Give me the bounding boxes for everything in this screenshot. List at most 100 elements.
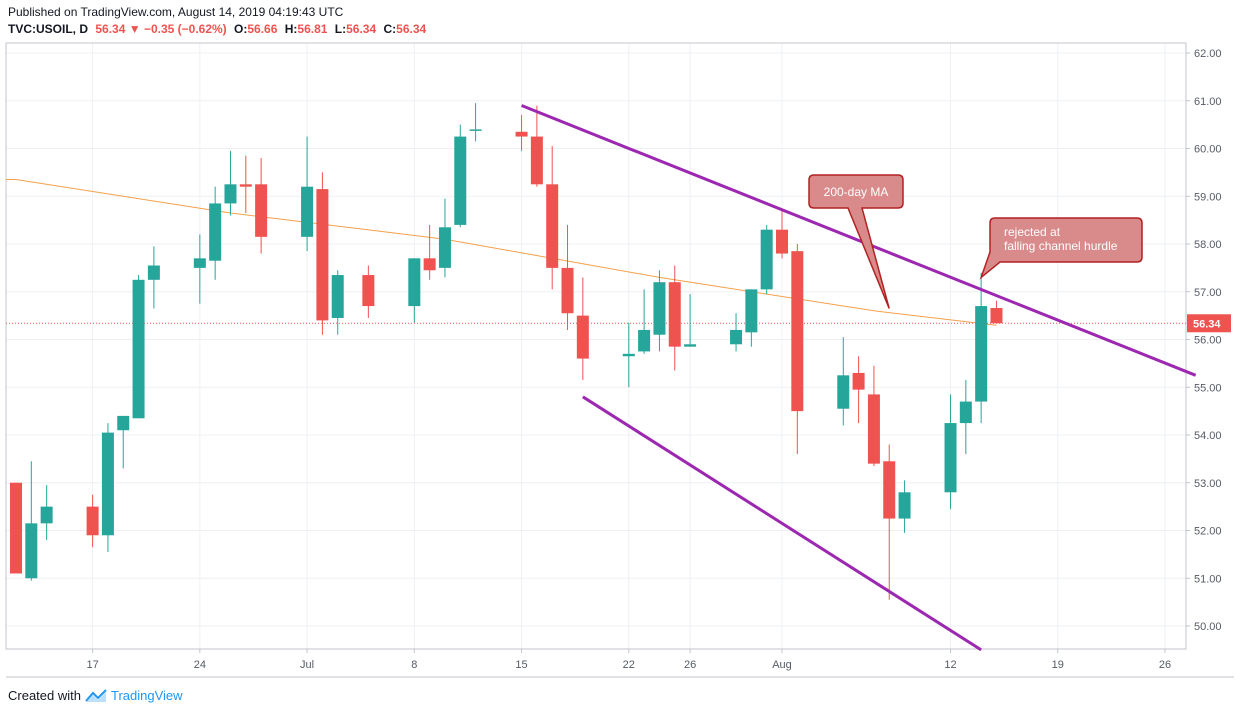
candle-body-down (546, 184, 559, 268)
published-line: Published on TradingView.com, August 14,… (8, 5, 344, 19)
last-price-tag (1187, 314, 1231, 333)
candle-body-down (776, 229, 788, 254)
candle-body-up (301, 186, 314, 237)
candle-body-down (668, 282, 681, 347)
candle-body-up (224, 184, 237, 204)
candle-body-down (990, 307, 1003, 324)
x-tick-label: Aug (772, 659, 792, 671)
open-label: O: (234, 22, 248, 36)
x-tick-label: 22 (623, 659, 635, 671)
last-price: 56.34 (95, 22, 126, 36)
y-tick-label: 55.00 (1194, 382, 1222, 394)
price-axis[interactable]: 62.00 61.00 60.00 59.00 58.00 57.00 56.00 55.00… (1186, 48, 1231, 633)
y-tick-label: 54.00 (1194, 430, 1222, 442)
channel-upper-line (521, 104, 1197, 377)
candle-body-up (331, 275, 344, 319)
candle-body-down (791, 251, 804, 412)
close-label: C: (383, 22, 397, 36)
candle-body-down (362, 275, 375, 307)
y-tick-label: 61.00 (1194, 96, 1222, 108)
candle-body-up (837, 375, 850, 409)
footer: Created with TradingView (8, 688, 183, 703)
callout-rejected (979, 217, 1143, 280)
candle-body-up (209, 203, 222, 261)
callout-rejected-text-line2: falling channel hurdle (1004, 239, 1118, 253)
candle-body-up (975, 306, 988, 402)
candle-body-down (239, 184, 252, 187)
x-tick-label: 24 (194, 659, 206, 671)
candle-body-up (622, 353, 635, 357)
x-tick-label: 26 (684, 659, 696, 671)
y-tick-label: 52.00 (1194, 526, 1222, 538)
candle-body-up (147, 265, 160, 280)
candle-body-up (117, 415, 130, 431)
candle-body-up (898, 492, 911, 519)
candle-body-down (561, 267, 574, 314)
symbol-name: TVC:USOIL, D (8, 22, 88, 36)
grid (6, 43, 1186, 649)
last-price-tag-label: 56.34 (1193, 318, 1221, 330)
candle-body-down (316, 189, 329, 321)
y-tick-label: 59.00 (1194, 191, 1222, 203)
tradingview-brand[interactable]: TradingView (110, 688, 183, 703)
y-tick-label: 51.00 (1194, 573, 1222, 585)
candle-body-up (454, 136, 467, 225)
channel-lines (521, 104, 1197, 652)
x-tick-label: Jul (300, 659, 314, 671)
time-axis[interactable]: 17 24 Jul 8 15 22 26 Aug 12 19 26 (86, 649, 1171, 671)
candle-body-down (423, 258, 436, 271)
candle-body-up (653, 282, 666, 335)
y-tick-label: 57.00 (1194, 287, 1222, 299)
low-label: L: (334, 22, 347, 36)
x-tick-label: 12 (944, 659, 956, 671)
candle-body-up (132, 279, 145, 419)
y-tick-label: 60.00 (1194, 144, 1222, 156)
candle-body-down (883, 461, 896, 519)
candle-body-up (408, 258, 421, 307)
open-value: 56.66 (247, 22, 278, 36)
candle-body-down (515, 131, 528, 137)
high-label: H: (284, 22, 298, 36)
callout-rejected-text-line1: rejected at (1004, 225, 1061, 239)
candle-body-down (530, 136, 543, 185)
y-tick-label: 58.00 (1194, 239, 1222, 251)
candle-body-up (638, 329, 651, 352)
candle-body-down (86, 506, 99, 536)
callout-200-day-ma (808, 174, 904, 309)
channel-lower-line (582, 395, 982, 652)
candles (10, 103, 1003, 600)
down-arrow-icon: ▼ (128, 22, 141, 36)
callout-200-day-ma-text: 200-day MA (824, 185, 889, 199)
low-value: 56.34 (346, 22, 377, 36)
candle-body-up (438, 227, 451, 268)
symbol-line: TVC:USOIL, D 56.34 ▼ −0.35 (−0.62%) O:56… (8, 22, 426, 36)
y-tick-label: 53.00 (1194, 478, 1222, 490)
candle-body-down (10, 482, 22, 574)
candle-body-down (867, 394, 880, 464)
candle-body-up (745, 289, 758, 333)
candle-body-up (101, 432, 114, 536)
plot-frame (5, 42, 1187, 650)
x-tick-label: 15 (515, 659, 527, 671)
price-change: −0.35 (−0.62%) (143, 22, 227, 36)
candle-body-up (193, 258, 206, 268)
candle-body-up (730, 329, 743, 345)
candle-body-up (469, 129, 482, 131)
candle-body-up (944, 423, 957, 493)
candle-body-up (684, 344, 697, 347)
candle-body-up (25, 523, 38, 579)
created-with-label: Created with (8, 688, 81, 703)
x-tick-label: 17 (86, 659, 98, 671)
candle-body-up (760, 229, 773, 290)
candle-body-down (576, 315, 589, 359)
close-value: 56.34 (396, 22, 427, 36)
candle-body-up (959, 401, 972, 424)
y-tick-label: 50.00 (1194, 621, 1222, 633)
candle-body-down (852, 372, 865, 390)
high-value: 56.81 (297, 22, 328, 36)
candle-body-up (40, 506, 53, 524)
y-tick-label: 62.00 (1194, 48, 1222, 60)
y-tick-label: 56.00 (1194, 335, 1222, 347)
